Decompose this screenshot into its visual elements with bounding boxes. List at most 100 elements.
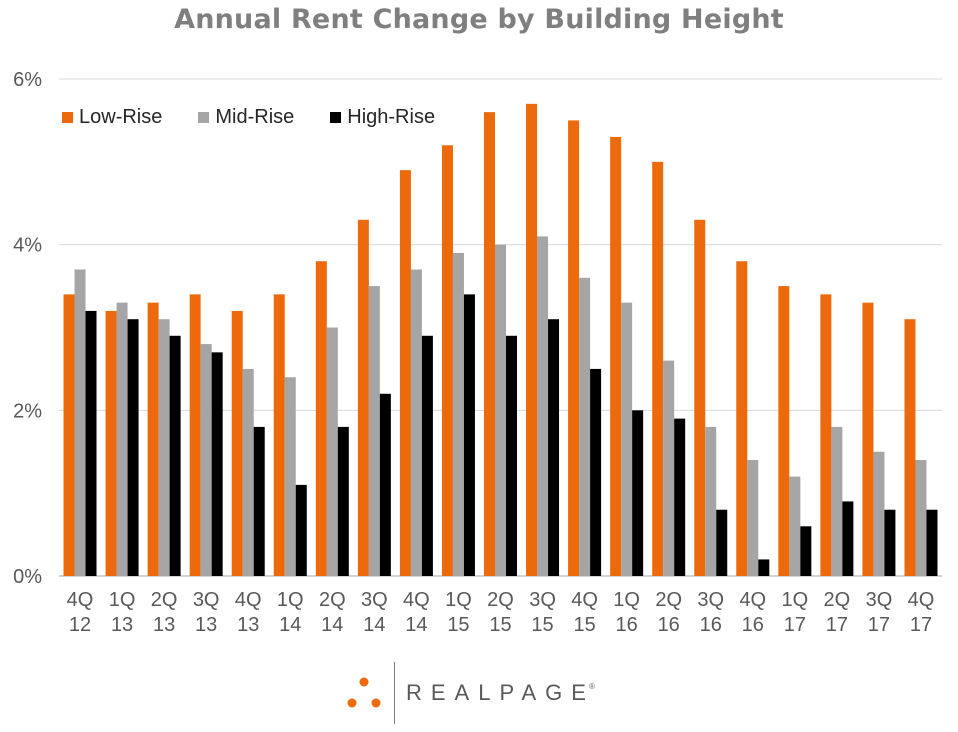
bar-mid-rise	[789, 476, 801, 576]
bar-low-rise	[357, 219, 369, 577]
bar-high-rise	[169, 335, 181, 576]
bar-high-rise	[421, 335, 433, 576]
x-tick-label: 14	[405, 614, 427, 636]
x-tick-label: 16	[700, 614, 722, 636]
y-tick-label: 4%	[13, 235, 42, 257]
bar-mid-rise	[621, 302, 633, 576]
bar-mid-rise	[831, 426, 843, 576]
legend-swatch-mid-rise	[198, 112, 210, 123]
legend-label-low-rise: Low-Rise	[79, 106, 163, 128]
bar-high-rise	[211, 352, 223, 576]
bar-low-rise	[315, 261, 327, 576]
x-tick-label: 14	[321, 614, 343, 636]
x-tick-label: 17	[910, 614, 932, 636]
bar-low-rise	[736, 261, 748, 576]
bar-low-rise	[820, 294, 832, 576]
bar-high-rise	[506, 335, 517, 576]
bar-mid-rise	[284, 377, 296, 576]
x-tick-label: 4Q	[403, 589, 430, 611]
x-tick-label: 3Q	[361, 589, 388, 611]
x-tick-label: 1Q	[445, 589, 472, 611]
bar-high-rise	[463, 294, 475, 576]
bar-high-rise	[926, 509, 938, 576]
x-tick-label: 13	[195, 614, 217, 636]
logo-divider	[394, 662, 395, 724]
x-tick-label: 17	[868, 614, 890, 636]
chart-legend: Low-Rise Mid-Rise High-Rise	[62, 106, 471, 129]
bar-high-rise	[758, 559, 770, 576]
x-tick-label: 17	[784, 614, 806, 636]
bar-high-rise	[253, 426, 265, 576]
bar-low-rise	[231, 310, 243, 576]
bar-low-rise	[610, 136, 622, 576]
bar-low-rise	[484, 112, 495, 576]
bar-high-rise	[800, 526, 812, 576]
bar-high-rise	[884, 509, 896, 576]
bar-low-rise	[694, 219, 706, 577]
bar-low-rise	[862, 302, 874, 576]
bar-high-rise	[548, 319, 560, 576]
x-tick-label: 12	[69, 614, 91, 636]
x-tick-label: 17	[826, 614, 848, 636]
logo-registered-mark: ®	[588, 682, 595, 691]
x-tick-label: 1Q	[781, 589, 808, 611]
bar-mid-rise	[452, 252, 464, 576]
x-tick-label: 14	[363, 614, 385, 636]
x-tick-label: 2Q	[151, 589, 178, 611]
bar-high-rise	[842, 501, 854, 576]
bar-low-rise	[189, 294, 201, 576]
x-tick-label: 13	[153, 614, 175, 636]
y-tick-label: 0%	[13, 566, 42, 588]
x-tick-label: 16	[742, 614, 764, 636]
x-tick-label: 15	[489, 614, 511, 636]
bar-mid-rise	[495, 244, 506, 576]
bar-mid-rise	[158, 319, 170, 576]
x-tick-label: 4Q	[908, 589, 935, 611]
x-tick-label: 1Q	[277, 589, 304, 611]
bar-mid-rise	[705, 426, 717, 576]
legend-item-mid-rise: Mid-Rise	[198, 106, 294, 129]
bar-low-rise	[778, 286, 790, 576]
x-tick-label: 3Q	[193, 589, 220, 611]
y-tick-label: 2%	[13, 400, 42, 422]
realpage-dots-icon	[347, 677, 381, 708]
legend-swatch-low-rise	[62, 112, 73, 123]
x-tick-label: 2Q	[655, 589, 682, 611]
bar-low-rise	[904, 319, 916, 576]
bar-high-rise	[674, 418, 686, 576]
bar-high-rise	[716, 509, 728, 576]
bar-mid-rise	[915, 460, 927, 576]
bar-mid-rise	[410, 269, 422, 576]
x-tick-label: 3Q	[529, 589, 556, 611]
bar-mid-rise	[200, 344, 212, 576]
x-tick-label: 2Q	[319, 589, 346, 611]
bar-mid-rise	[368, 286, 380, 576]
bar-high-rise	[337, 426, 349, 576]
bar-low-rise	[147, 302, 159, 576]
x-tick-label: 2Q	[824, 589, 851, 611]
x-tick-label: 13	[237, 614, 259, 636]
bar-mid-rise	[579, 277, 591, 576]
bar-low-rise	[399, 170, 411, 576]
x-tick-label: 2Q	[487, 589, 514, 611]
x-tick-label: 16	[616, 614, 638, 636]
x-tick-label: 1Q	[613, 589, 640, 611]
x-tick-label: 4Q	[739, 589, 766, 611]
logo-wordmark: REALPAGE®	[406, 680, 601, 706]
bar-high-rise	[127, 319, 139, 576]
bar-mid-rise	[74, 269, 86, 576]
bar-high-rise	[632, 410, 644, 576]
y-tick-label: 6%	[13, 69, 42, 91]
bar-low-rise	[652, 161, 664, 577]
x-tick-label: 4Q	[235, 589, 262, 611]
bar-high-rise	[85, 310, 97, 576]
x-tick-label: 16	[658, 614, 680, 636]
chart-title: Annual Rent Change by Building Height	[174, 4, 784, 35]
bar-low-rise	[63, 294, 75, 576]
x-tick-label: 15	[573, 614, 595, 636]
bar-high-rise	[379, 393, 391, 576]
x-tick-label: 14	[279, 614, 301, 636]
bar-low-rise	[273, 294, 285, 576]
x-tick-label: 4Q	[571, 589, 598, 611]
